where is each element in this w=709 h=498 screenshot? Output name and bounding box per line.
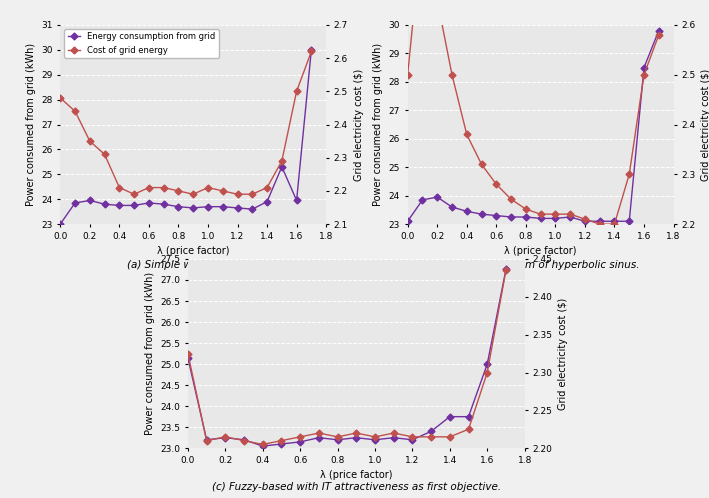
X-axis label: λ (price factor): λ (price factor) <box>320 471 393 481</box>
Text: (c) Fuzzy-based with IT attractiveness as first objective.: (c) Fuzzy-based with IT attractiveness a… <box>212 482 501 492</box>
X-axis label: λ (price factor): λ (price factor) <box>504 247 577 256</box>
Y-axis label: Power consumed from grid (kWh): Power consumed from grid (kWh) <box>145 272 155 435</box>
Text: (a) Simple weighted sum.: (a) Simple weighted sum. <box>127 260 259 270</box>
X-axis label: λ (price factor): λ (price factor) <box>157 247 230 256</box>
Y-axis label: Grid electricity cost ($): Grid electricity cost ($) <box>354 68 364 181</box>
Y-axis label: Grid electricity cost ($): Grid electricity cost ($) <box>701 68 709 181</box>
Y-axis label: Power consumed from grid (kWh): Power consumed from grid (kWh) <box>26 43 35 206</box>
Y-axis label: Power consumed from grid (kWh): Power consumed from grid (kWh) <box>373 43 383 206</box>
Legend: Energy consumption from grid, Cost of grid energy: Energy consumption from grid, Cost of gr… <box>65 29 218 58</box>
Y-axis label: Grid electricity cost ($): Grid electricity cost ($) <box>558 297 568 410</box>
Text: (b) Weighted sum of hyperbolic sinus.: (b) Weighted sum of hyperbolic sinus. <box>442 260 640 270</box>
